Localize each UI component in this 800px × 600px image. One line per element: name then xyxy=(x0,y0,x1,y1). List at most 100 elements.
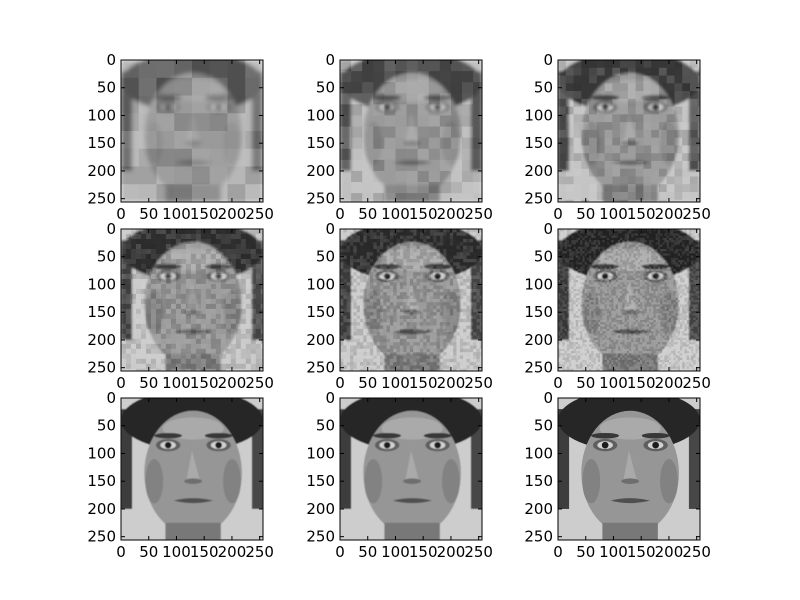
x-tick-label: 0 xyxy=(116,543,126,561)
y-tick-label: 150 xyxy=(524,472,553,490)
y-tick-label: 50 xyxy=(534,248,553,266)
y-tick-label: 50 xyxy=(316,248,335,266)
y-tick-label: 50 xyxy=(97,79,116,97)
x-tick-label: 0 xyxy=(553,374,563,392)
y-tick-label: 250 xyxy=(87,359,116,377)
y-tick-label: 100 xyxy=(87,275,116,293)
x-tick-label: 50 xyxy=(139,205,158,223)
face-image xyxy=(558,398,700,540)
face-image xyxy=(558,60,700,202)
x-tick-label: 150 xyxy=(627,205,656,223)
y-tick-label: 200 xyxy=(524,162,553,180)
x-tick-label: 50 xyxy=(576,543,595,561)
x-tick-label: 150 xyxy=(409,205,438,223)
x-tick-label: 200 xyxy=(437,205,466,223)
face-image xyxy=(121,229,263,371)
y-tick-label: 100 xyxy=(306,106,335,124)
x-tick-label: 0 xyxy=(553,543,563,561)
x-tick-label: 200 xyxy=(437,374,466,392)
x-tick-label: 50 xyxy=(358,205,377,223)
axes-frame xyxy=(557,228,701,372)
x-tick-label: 50 xyxy=(358,374,377,392)
axes-frame xyxy=(120,397,264,541)
y-tick-label: 150 xyxy=(87,134,116,152)
x-tick-label: 50 xyxy=(139,374,158,392)
y-tick-label: 100 xyxy=(87,444,116,462)
y-tick-label: 200 xyxy=(87,162,116,180)
x-tick-label: 200 xyxy=(218,543,247,561)
y-tick-label: 0 xyxy=(543,51,553,69)
x-tick-label: 250 xyxy=(682,543,711,561)
y-tick-label: 0 xyxy=(325,389,335,407)
y-tick-label: 200 xyxy=(306,162,335,180)
x-tick-label: 250 xyxy=(245,374,274,392)
y-tick-label: 250 xyxy=(524,359,553,377)
y-tick-label: 250 xyxy=(524,528,553,546)
y-tick-label: 0 xyxy=(106,51,116,69)
x-tick-label: 250 xyxy=(245,543,274,561)
x-tick-label: 250 xyxy=(245,205,274,223)
x-tick-label: 100 xyxy=(162,374,191,392)
y-tick-label: 50 xyxy=(534,417,553,435)
y-tick-label: 100 xyxy=(524,444,553,462)
y-tick-label: 0 xyxy=(106,389,116,407)
y-tick-label: 100 xyxy=(306,275,335,293)
y-tick-label: 250 xyxy=(306,190,335,208)
x-tick-label: 0 xyxy=(553,205,563,223)
axes-frame xyxy=(339,228,483,372)
y-tick-label: 150 xyxy=(524,303,553,321)
y-tick-label: 200 xyxy=(87,331,116,349)
x-tick-label: 100 xyxy=(162,543,191,561)
x-tick-label: 0 xyxy=(116,374,126,392)
y-tick-label: 50 xyxy=(534,79,553,97)
face-image xyxy=(340,398,482,540)
y-tick-label: 150 xyxy=(306,134,335,152)
x-tick-label: 250 xyxy=(464,374,493,392)
x-tick-label: 100 xyxy=(162,205,191,223)
x-tick-label: 100 xyxy=(381,374,410,392)
x-tick-label: 0 xyxy=(335,543,345,561)
y-tick-label: 100 xyxy=(524,106,553,124)
x-tick-label: 100 xyxy=(599,374,628,392)
axes-frame xyxy=(339,397,483,541)
x-tick-label: 150 xyxy=(627,374,656,392)
y-tick-label: 250 xyxy=(306,359,335,377)
y-tick-label: 100 xyxy=(524,275,553,293)
axes-frame xyxy=(557,397,701,541)
y-tick-label: 250 xyxy=(306,528,335,546)
y-tick-label: 50 xyxy=(316,417,335,435)
x-tick-label: 100 xyxy=(381,543,410,561)
x-tick-label: 0 xyxy=(335,374,345,392)
x-tick-label: 50 xyxy=(576,205,595,223)
x-tick-label: 250 xyxy=(464,205,493,223)
x-tick-label: 200 xyxy=(655,374,684,392)
axes-frame xyxy=(120,59,264,203)
y-tick-label: 50 xyxy=(316,79,335,97)
y-tick-label: 0 xyxy=(325,220,335,238)
x-tick-label: 150 xyxy=(409,374,438,392)
x-tick-label: 0 xyxy=(335,205,345,223)
face-image xyxy=(558,229,700,371)
y-tick-label: 150 xyxy=(306,303,335,321)
x-tick-label: 250 xyxy=(682,374,711,392)
x-tick-label: 200 xyxy=(655,543,684,561)
y-tick-label: 250 xyxy=(87,190,116,208)
y-tick-label: 0 xyxy=(543,220,553,238)
y-tick-label: 150 xyxy=(306,472,335,490)
y-tick-label: 200 xyxy=(306,500,335,518)
y-tick-label: 200 xyxy=(306,331,335,349)
y-tick-label: 0 xyxy=(325,51,335,69)
y-tick-label: 50 xyxy=(97,248,116,266)
y-tick-label: 250 xyxy=(524,190,553,208)
x-tick-label: 100 xyxy=(599,205,628,223)
x-tick-label: 200 xyxy=(437,543,466,561)
axes-frame xyxy=(120,228,264,372)
